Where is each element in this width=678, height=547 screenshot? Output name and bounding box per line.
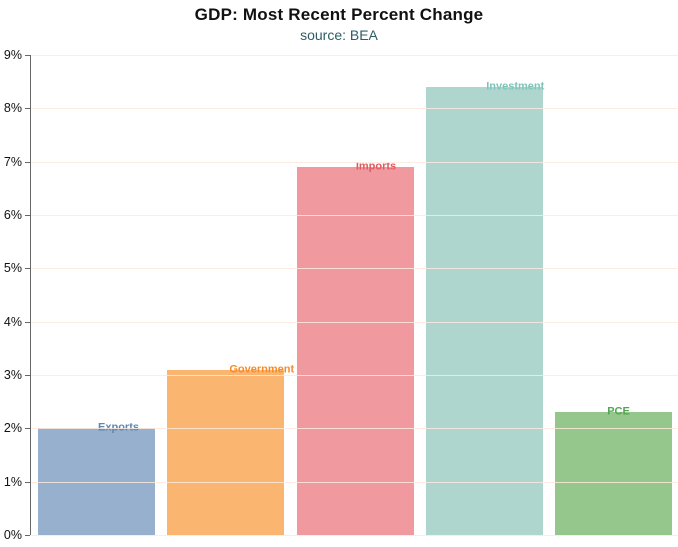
y-tick-0% [25, 535, 30, 536]
bar-label-investment: Investment [486, 80, 545, 93]
bar-imports: Imports [296, 160, 414, 535]
y-tick-8% [25, 108, 30, 110]
plot-area: Exports Government Imports Investment PCE [30, 55, 678, 536]
chart-subtitle: source: BEA [300, 27, 378, 43]
gridline-0% [31, 535, 678, 536]
bar-government: Government [167, 363, 294, 535]
bar-label-imports: Imports [355, 160, 397, 173]
y-tick-label-3%: 3% [3, 368, 22, 382]
bar-pce: PCE [555, 406, 672, 535]
bar-investment: Investment [425, 80, 544, 535]
y-tick-5% [25, 268, 30, 270]
y-tick-label-9%: 9% [3, 48, 22, 62]
y-tick-label-1%: 1% [3, 474, 22, 489]
y-tick-7% [25, 161, 30, 163]
y-tick-label-0%: 0% [3, 528, 22, 542]
chart-title: GDP: Most Recent Percent Change [194, 5, 484, 24]
y-axis: 0% 1% 2% 3% 4% 5% 6% 7% 8% 9% [0, 48, 30, 542]
y-tick-label-7%: 7% [3, 154, 22, 169]
bars-container: Exports Government Imports Investment PCE [31, 55, 678, 535]
y-tick-label-8%: 8% [3, 101, 22, 116]
y-tick-label-4%: 4% [3, 314, 22, 329]
y-tick-label-5%: 5% [3, 261, 22, 276]
y-tick-label-6%: 6% [3, 208, 22, 222]
plot-region: 0% 1% 2% 3% 4% 5% 6% 7% 8% 9% Exports Government Im… [0, 48, 678, 542]
y-tick-9% [25, 55, 30, 56]
y-tick-6% [25, 215, 30, 216]
y-tick-2% [25, 428, 30, 430]
bar-label-government: Government [229, 363, 295, 376]
y-tick-label-2%: 2% [3, 421, 22, 436]
bar-exports: Exports [38, 422, 155, 535]
bar-label-exports: Exports [98, 421, 139, 434]
y-tick-3% [25, 375, 30, 376]
y-tick-4% [25, 321, 30, 323]
y-tick-1% [25, 481, 30, 483]
bar-label-pce: PCE [607, 405, 630, 418]
